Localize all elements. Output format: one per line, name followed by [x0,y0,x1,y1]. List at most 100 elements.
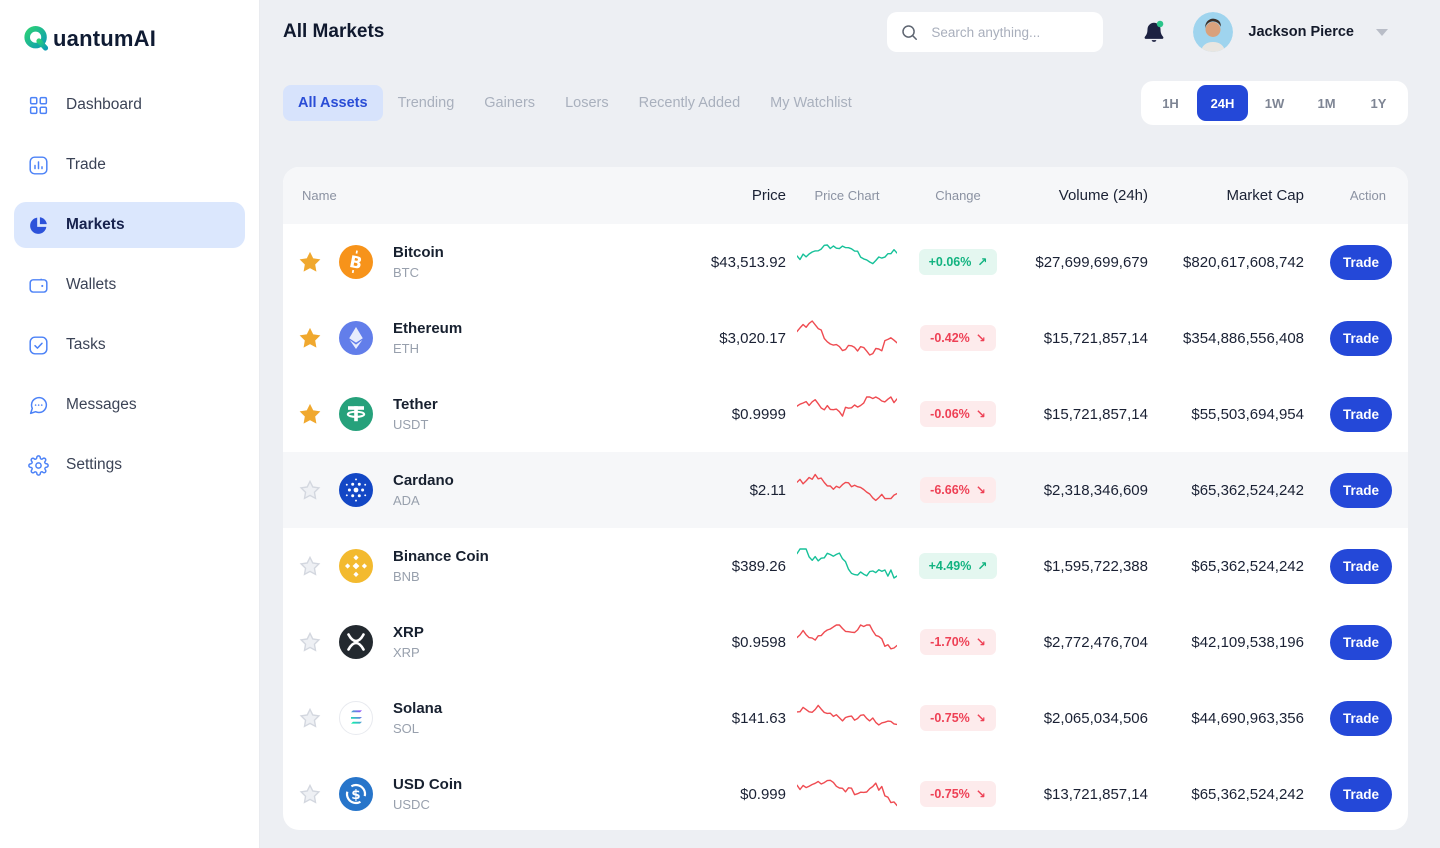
btc-coin-icon: B [339,245,373,279]
settings-icon [27,454,49,476]
user-avatar[interactable] [1193,12,1234,52]
market-cap: $354,886,556,408 [1183,329,1304,347]
timerange-selector: 1H 24H 1W 1M 1Y [1141,81,1408,125]
favorite-star-icon[interactable] [299,251,321,273]
wallets-icon [27,274,49,296]
table-row: B Bitcoin BTC $43,513.92 +0.06% ↗ $27,69… [283,224,1408,300]
coin-name: Ethereum [393,320,463,337]
notification-bell-icon[interactable] [1141,19,1167,45]
favorite-star-icon[interactable] [299,783,321,805]
trend-arrow-icon: ↘ [975,483,986,497]
sidebar-item-label: Tasks [66,336,106,353]
timerange-24h-button[interactable]: 24H [1197,85,1248,121]
change-badge: -6.66% ↘ [920,477,996,503]
ada-coin-icon [339,473,373,507]
change-value: -1.70% [930,635,970,649]
coin-symbol: SOL [393,721,420,736]
volume: $2,065,034,506 [1043,709,1148,727]
tab-my-watchlist[interactable]: My Watchlist [770,95,852,111]
user-name[interactable]: Jackson Pierce [1248,24,1354,40]
change-badge: -0.75% ↘ [920,705,996,731]
trade-button[interactable]: Trade [1330,472,1392,508]
change-badge: -0.75% ↘ [920,781,996,807]
favorite-star-icon[interactable] [299,707,321,729]
volume: $15,721,857,14 [1043,329,1148,347]
brand-name: uantumAI [53,26,157,51]
bnb-coin-icon [339,549,373,583]
favorite-star-icon[interactable] [299,631,321,653]
sidebar-item-label: Messages [66,396,137,413]
sidebar-item-label: Settings [66,456,123,473]
price: $141.63 [731,709,786,727]
markets-table-card: Name Price Price Chart Change Volume (24… [283,167,1408,830]
tab-trending[interactable]: Trending [397,95,455,111]
change-value: -0.42% [930,331,970,345]
price: $3,020.17 [719,329,786,347]
coin-symbol: BTC [393,265,419,280]
change-value: +0.06% [928,255,972,269]
favorite-star-icon[interactable] [299,479,321,501]
search-input[interactable] [929,23,1091,41]
tab-losers[interactable]: Losers [565,95,609,111]
quantumai-q-icon [22,24,52,54]
timerange-1y-button[interactable]: 1Y [1353,85,1404,121]
trade-button[interactable]: Trade [1330,244,1392,280]
trade-button[interactable]: Trade [1330,548,1392,584]
trend-arrow-icon: ↘ [975,331,986,345]
sidebar-nav: Dashboard Trade Markets [0,82,259,488]
filters-row: All Assets Trending Gainers Losers Recen… [260,81,1440,125]
timerange-1h-button[interactable]: 1H [1145,85,1196,121]
tab-gainers[interactable]: Gainers [484,95,536,111]
sidebar-item-label: Markets [66,216,125,233]
trade-button[interactable]: Trade [1330,320,1392,356]
favorite-star-icon[interactable] [299,327,321,349]
market-cap: $820,617,608,742 [1183,253,1304,271]
price-sparkline [786,622,908,662]
tab-all-assets[interactable]: All Assets [283,85,383,121]
price-sparkline [786,394,908,434]
trade-button[interactable]: Trade [1330,700,1392,736]
sidebar-item-wallets[interactable]: Wallets [14,262,245,308]
price-sparkline [786,698,908,738]
market-rows: B Bitcoin BTC $43,513.92 +0.06% ↗ $27,69… [283,224,1408,830]
sidebar-item-tasks[interactable]: Tasks [14,322,245,368]
table-row: $ USD Coin USDC $0.999 -0.75% ↘ $13,721,… [283,756,1408,830]
coin-symbol: ETH [393,341,419,356]
brand-logo: uantumAI [0,0,259,54]
sidebar-item-settings[interactable]: Settings [14,442,245,488]
coin-symbol: ADA [393,493,420,508]
sidebar: uantumAI Dashboard Trade [0,0,260,848]
sidebar-item-messages[interactable]: Messages [14,382,245,428]
change-badge: -0.06% ↘ [920,401,996,427]
coin-symbol: USDC [393,797,430,812]
price: $43,513.92 [710,253,786,271]
favorite-star-icon[interactable] [299,403,321,425]
sidebar-item-dashboard[interactable]: Dashboard [14,82,245,128]
table-row: Ethereum ETH $3,020.17 -0.42% ↘ $15,721,… [283,300,1408,376]
trend-arrow-icon: ↘ [975,711,986,725]
sidebar-item-markets[interactable]: Markets [14,202,245,248]
trade-button[interactable]: Trade [1330,624,1392,660]
price: $2.11 [749,481,786,499]
price-sparkline [786,774,908,814]
coin-symbol: XRP [393,645,420,660]
column-header-name: Name [302,188,337,203]
search-box[interactable] [887,12,1104,52]
sidebar-item-trade[interactable]: Trade [14,142,245,188]
favorite-star-icon[interactable] [299,555,321,577]
table-row: Binance Coin BNB $389.26 +4.49% ↗ $1,595… [283,528,1408,604]
timerange-1m-button[interactable]: 1M [1301,85,1352,121]
profile-chevron-down-icon[interactable] [1376,28,1388,36]
sidebar-item-label: Wallets [66,276,117,293]
change-badge: -0.42% ↘ [920,325,996,351]
trade-button[interactable]: Trade [1330,776,1392,812]
markets-icon [27,214,49,236]
coin-name: Cardano [393,472,454,489]
change-value: -0.75% [930,787,970,801]
tab-recently-added[interactable]: Recently Added [638,95,741,111]
price-sparkline [786,546,908,586]
change-value: -6.66% [930,483,970,497]
timerange-1w-button[interactable]: 1W [1249,85,1300,121]
eth-coin-icon [339,321,373,355]
trade-button[interactable]: Trade [1330,396,1392,432]
